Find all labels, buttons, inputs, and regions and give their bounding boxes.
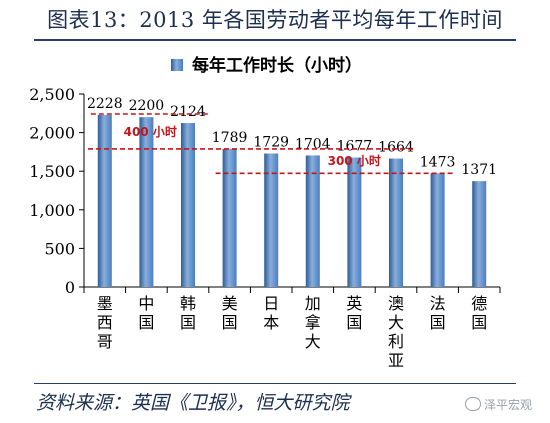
bar-value-label: 1677	[337, 139, 373, 155]
top-rule	[34, 39, 516, 41]
legend-label: 每年工作时长（小时）	[192, 55, 362, 76]
bar-value-label: 1371	[461, 162, 497, 178]
category-label: 墨西哥	[97, 294, 113, 351]
category-label: 日本	[263, 294, 279, 332]
bar-value-label: 1729	[253, 135, 289, 151]
y-tick-label: 0	[65, 278, 75, 297]
bar-value-label: 1704	[295, 136, 331, 152]
bar-value-label: 1789	[212, 130, 248, 146]
watermark: 泽平宏观	[464, 396, 532, 413]
bar-value-label: 1664	[378, 140, 414, 156]
watermark-text: 泽平宏观	[483, 398, 532, 412]
bar-chart: 每年工作时长（小时） 0 500 1,000 1,500 2,000 2,500 2228…	[29, 55, 501, 370]
y-tick-label: 2,000	[29, 124, 75, 143]
gap-annotation-300: 300 小时	[328, 153, 381, 168]
figure-title: 图表13：2013 年各国劳动者平均每年工作时间	[47, 8, 503, 32]
bar	[389, 158, 403, 287]
category-label: 澳大利亚	[388, 294, 404, 370]
category-label: 德国	[471, 294, 487, 332]
wechat-icon	[464, 397, 481, 411]
bar	[305, 155, 320, 287]
bar-value-label: 1473	[420, 154, 456, 170]
category-label: 美国	[222, 294, 238, 332]
category-label: 加拿大	[305, 294, 321, 351]
category-label: 法国	[430, 294, 446, 332]
bar	[222, 148, 237, 287]
y-tick-label: 1,500	[29, 162, 75, 181]
y-tick-label: 500	[44, 239, 75, 258]
bar-value-label: 2200	[129, 98, 165, 114]
category-label: 韩国	[180, 294, 196, 332]
bar-value-label: 2228	[87, 96, 123, 112]
y-tick-label: 1,000	[29, 201, 75, 220]
gap-annotation-400: 400 小时	[124, 124, 177, 139]
category-label: 中国	[138, 294, 154, 332]
legend-swatch	[171, 59, 183, 71]
bar	[472, 181, 487, 287]
source-note: 资料来源：英国《卫报》，恒大研究院	[36, 392, 350, 414]
bar-value-label: 2124	[170, 104, 206, 120]
bar	[139, 117, 154, 287]
y-tick-label: 2,500	[29, 85, 75, 104]
category-label: 英国	[346, 294, 362, 332]
bar	[181, 123, 195, 288]
bar	[264, 153, 279, 287]
bar	[97, 114, 112, 287]
bar	[347, 157, 362, 287]
bottom-rule	[34, 383, 516, 384]
legend: 每年工作时长（小时）	[171, 55, 362, 76]
bar	[430, 173, 445, 287]
